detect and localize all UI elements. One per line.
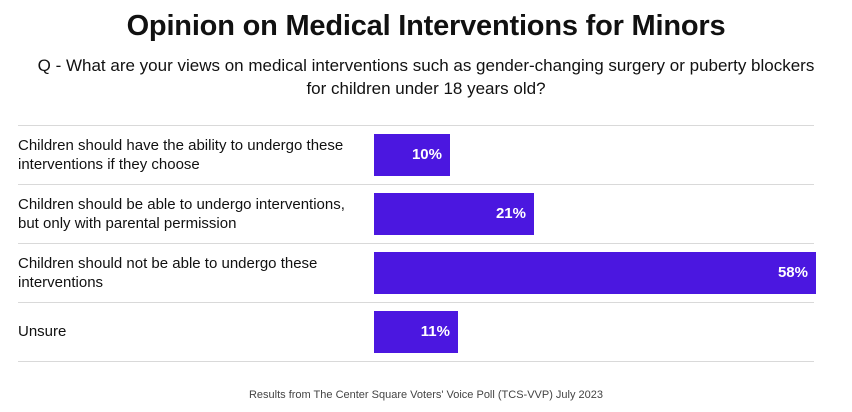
category-label: Children should not be able to undergo t… <box>18 254 318 291</box>
bar: 11% <box>374 310 458 353</box>
bar: 10% <box>374 133 450 176</box>
row-divider <box>18 361 814 362</box>
data-label: 10% <box>411 145 442 163</box>
bar: 21% <box>374 192 534 235</box>
source-note: Results from The Center Square Voters' V… <box>248 389 604 401</box>
category-label: Children should have the ability to unde… <box>18 136 344 173</box>
data-label: 21% <box>495 204 526 222</box>
row-divider <box>18 243 814 244</box>
row-divider <box>18 184 814 185</box>
category-label: Unsure <box>18 323 67 340</box>
row-divider <box>18 125 814 126</box>
category-label: Children should be able to undergo inter… <box>18 195 345 232</box>
bar: 58% <box>374 251 816 294</box>
row-divider <box>18 302 814 303</box>
chart-title: Opinion on Medical Interventions for Min… <box>126 10 726 42</box>
data-label: 11% <box>420 322 450 340</box>
data-label: 58% <box>777 263 808 281</box>
chart-subtitle: Q - What are your views on medical inter… <box>37 56 815 98</box>
